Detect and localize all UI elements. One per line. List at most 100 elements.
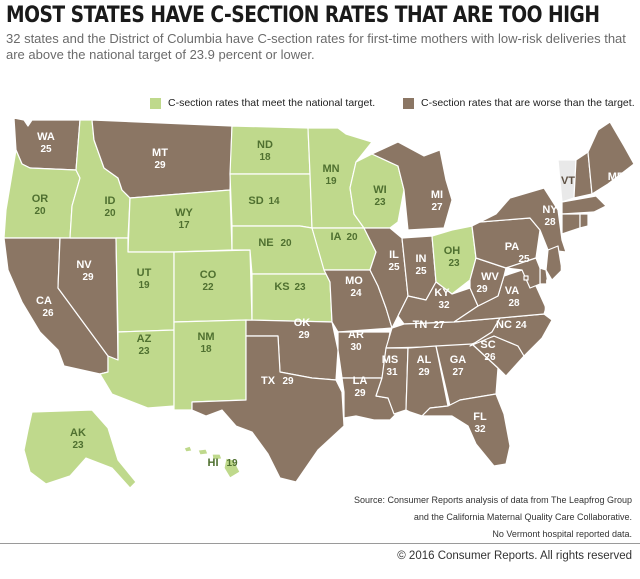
us-map: WA 25 OR 20 CA 26 NV 29 ID 20 MT 29 WY 1… (3, 117, 635, 489)
value-IL: 25 (388, 262, 400, 273)
value-MN: 19 (325, 176, 337, 187)
label-FL: FL (473, 411, 487, 423)
value-OR: 20 (34, 206, 46, 217)
label-MA: MA (597, 223, 614, 235)
label-WI: WI (373, 184, 386, 196)
value-NM: 18 (200, 344, 212, 355)
value-WI: 23 (374, 197, 386, 208)
label-MD: MD (546, 290, 563, 302)
label-TN: TN (413, 319, 428, 331)
source-line-3: No Vermont hospital reported data. (492, 529, 632, 539)
label-ND: ND (257, 139, 273, 151)
label-IN: IN (416, 253, 427, 265)
label-TX: TX (261, 375, 276, 387)
value-TX: 29 (282, 376, 294, 387)
value-NH: 24 (615, 212, 627, 223)
value-TN: 27 (433, 320, 445, 331)
source-line-1: Source: Consumer Reports analysis of dat… (354, 495, 632, 505)
value-MO: 24 (350, 288, 362, 299)
label-ID: ID (105, 195, 116, 207)
map-subtitle: 32 states and the District of Columbia h… (6, 31, 626, 62)
source-note: Source: Consumer Reports analysis of dat… (354, 492, 632, 543)
label-MT: MT (152, 147, 168, 159)
footer-divider (0, 543, 640, 544)
label-WV: WV (481, 271, 499, 283)
legend-meets-swatch (150, 97, 161, 109)
label-CA: CA (36, 295, 52, 307)
value-NC: 24 (515, 320, 527, 331)
value-LA: 29 (354, 388, 366, 399)
value-VA: 28 (508, 298, 520, 309)
value-AR: 30 (350, 342, 362, 353)
value-NV: 29 (82, 272, 94, 283)
label-NC: NC (496, 319, 512, 331)
label-AL: AL (417, 354, 432, 366)
value-RI: 29 (603, 239, 615, 250)
value-UT: 19 (138, 280, 150, 291)
state-AK (23, 409, 137, 489)
value-IN: 25 (415, 266, 427, 277)
label-NJ: NJ (560, 265, 574, 277)
value-NE: 20 (280, 238, 292, 249)
value-CT: 29 (591, 251, 603, 262)
label-SD: SD (248, 195, 263, 207)
value-MI: 27 (431, 202, 443, 213)
label-IL: IL (389, 249, 399, 261)
state-MD (505, 257, 541, 289)
value-HI: 19 (226, 458, 238, 469)
value-DC: 35 (564, 303, 576, 314)
label-GA: GA (450, 354, 467, 366)
label-MO: MO (345, 275, 363, 287)
value-FL: 32 (474, 424, 486, 435)
value-DE: 27 (565, 279, 577, 290)
label-RI: RI (588, 238, 599, 250)
copyright: © 2016 Consumer Reports. All rights rese… (397, 550, 632, 562)
value-KY: 32 (438, 300, 450, 311)
state-ME (587, 121, 635, 195)
label-VT: VT (561, 175, 575, 187)
value-OK: 29 (298, 330, 310, 341)
map-title: MOST STATES HAVE C-SECTION RATES THAT AR… (6, 2, 600, 28)
legend-worse-swatch (403, 97, 414, 109)
state-NJ (545, 245, 563, 281)
value-SC: 26 (484, 352, 496, 363)
state-IA (311, 227, 377, 271)
value-KS: 23 (294, 282, 306, 293)
value-PA: 25 (518, 254, 530, 265)
value-MD: 26 (567, 291, 579, 302)
label-IA: IA (331, 231, 342, 243)
label-KS: KS (274, 281, 289, 293)
state-TX (191, 335, 345, 483)
value-MS: 31 (386, 367, 398, 378)
label-HI: HI (208, 457, 219, 469)
value-WY: 17 (178, 220, 190, 231)
state-NC (469, 313, 553, 357)
label-DE: DE (545, 278, 560, 290)
label-LA: LA (353, 375, 368, 387)
label-MN: MN (322, 163, 339, 175)
label-KY: KY (434, 287, 450, 299)
label-OK: OK (294, 317, 311, 329)
state-labels: WA 25 OR 20 CA 26 NV 29 ID 20 MT 29 WY 1… (32, 131, 630, 469)
value-IA: 20 (346, 232, 358, 243)
label-OH: OH (444, 245, 461, 257)
state-HI (183, 445, 241, 479)
label-OR: OR (32, 193, 49, 205)
state-DC (523, 275, 529, 281)
state-MA (561, 195, 607, 215)
state-CT (561, 213, 581, 235)
label-NY: NY (542, 204, 558, 216)
label-NE: NE (258, 237, 273, 249)
label-AZ: AZ (137, 333, 152, 345)
value-AL: 29 (418, 367, 430, 378)
label-AK: AK (70, 427, 86, 439)
value-CO: 22 (202, 282, 214, 293)
value-ID: 20 (104, 208, 116, 219)
state-FL (421, 393, 511, 467)
label-VA: VA (505, 285, 520, 297)
label-CO: CO (200, 269, 217, 281)
legend-meets: C-section rates that meet the national t… (150, 97, 375, 109)
value-WA: 25 (40, 144, 52, 155)
value-AZ: 23 (138, 346, 150, 357)
state-MI (371, 141, 453, 231)
